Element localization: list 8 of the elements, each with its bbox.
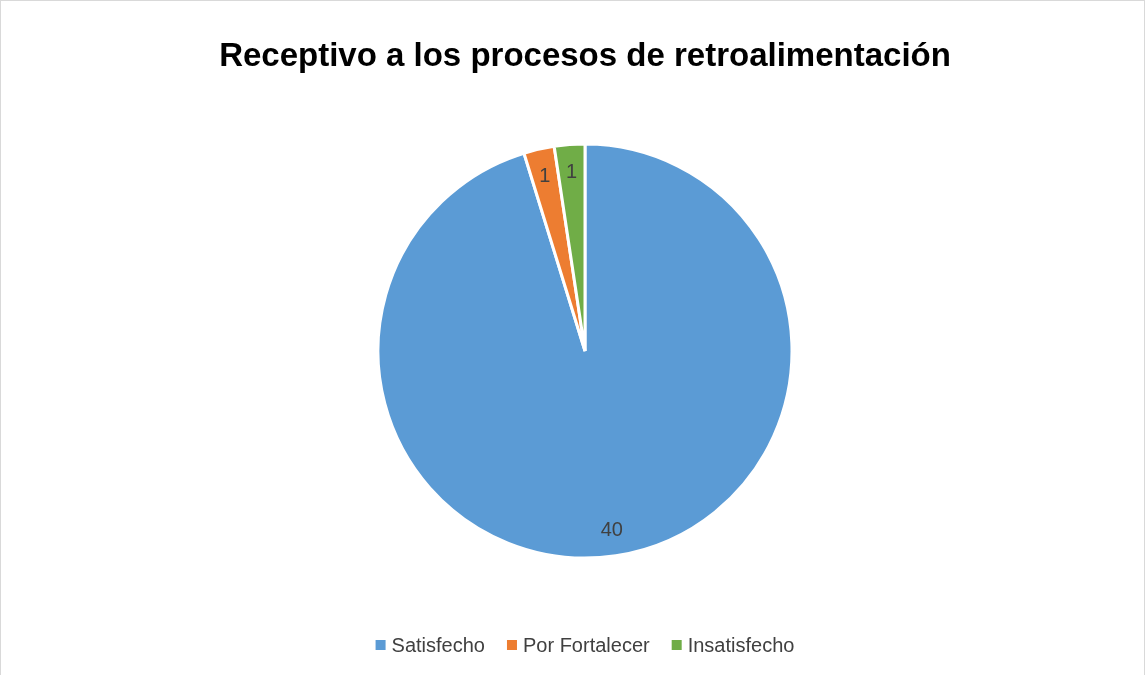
chart-title: Receptivo a los procesos de retroalimentación xyxy=(219,36,951,73)
legend-label: Satisfecho xyxy=(391,634,485,656)
pie-slice xyxy=(376,142,794,560)
data-label: 1 xyxy=(539,164,551,187)
data-label: 1 xyxy=(565,160,578,183)
legend-label: Insatisfecho xyxy=(687,634,795,656)
legend-label: Por Fortalecer xyxy=(522,634,651,656)
data-label: 40 xyxy=(600,518,623,541)
